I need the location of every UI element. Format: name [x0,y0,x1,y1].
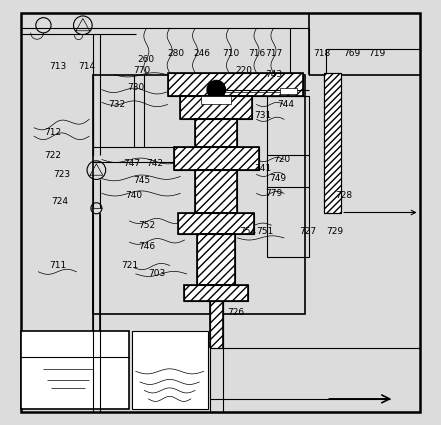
Text: 740: 740 [125,191,142,200]
Bar [267,96,310,257]
Bar [184,284,248,301]
Text: 730: 730 [127,83,144,92]
Text: 769: 769 [343,49,360,58]
Bar [210,301,223,348]
Bar [195,170,237,212]
Text: 712: 712 [45,128,62,136]
Text: 710: 710 [222,49,240,58]
Bar [195,119,237,147]
Bar [324,73,341,212]
Bar [174,147,258,170]
Text: 745: 745 [134,176,151,185]
Circle shape [207,80,226,99]
Text: 714: 714 [78,62,96,71]
Text: 260: 260 [138,56,155,65]
Text: 731: 731 [254,110,272,119]
Text: 747: 747 [123,159,140,168]
Bar [195,170,237,212]
Bar [202,96,231,105]
Bar [180,96,252,119]
Text: 711: 711 [49,261,66,270]
Bar [22,331,129,409]
Text: 721: 721 [121,261,138,270]
Text: 746: 746 [138,242,155,251]
Text: 752: 752 [138,221,155,230]
Bar [174,147,258,170]
Text: 719: 719 [369,49,386,58]
Text: 717: 717 [265,49,282,58]
Text: 732: 732 [108,100,125,109]
Text: 722: 722 [45,151,62,160]
Text: 742: 742 [146,159,163,168]
Text: 744: 744 [278,100,295,109]
Text: 779: 779 [265,189,282,198]
Bar [197,234,235,284]
Text: 728: 728 [335,191,352,200]
Text: 727: 727 [299,227,316,236]
Text: 718: 718 [314,49,331,58]
Text: 724: 724 [51,197,68,207]
Bar [210,301,223,348]
Bar [93,75,305,314]
Text: 729: 729 [326,227,344,236]
Bar [280,88,297,94]
Text: 220: 220 [235,66,252,75]
Text: 720: 720 [273,155,291,164]
Bar [178,212,254,234]
Text: 280: 280 [168,49,185,58]
Text: 741: 741 [254,164,271,173]
Bar [180,96,252,119]
Bar [131,331,208,409]
Text: 770: 770 [134,66,151,75]
Text: 751: 751 [256,227,273,236]
Bar [178,212,254,234]
Bar [195,119,237,147]
Bar [168,73,303,96]
Bar [184,284,248,301]
Text: 703: 703 [148,269,165,278]
Text: 749: 749 [269,174,286,183]
Text: 246: 246 [193,49,210,58]
Bar [324,73,341,212]
Text: 743: 743 [265,70,282,79]
Text: 716: 716 [248,49,265,58]
Text: 713: 713 [49,62,66,71]
Text: 754: 754 [239,227,257,236]
Text: 726: 726 [227,308,244,317]
Text: 723: 723 [53,170,70,179]
Bar [168,73,303,96]
Bar [197,234,235,284]
